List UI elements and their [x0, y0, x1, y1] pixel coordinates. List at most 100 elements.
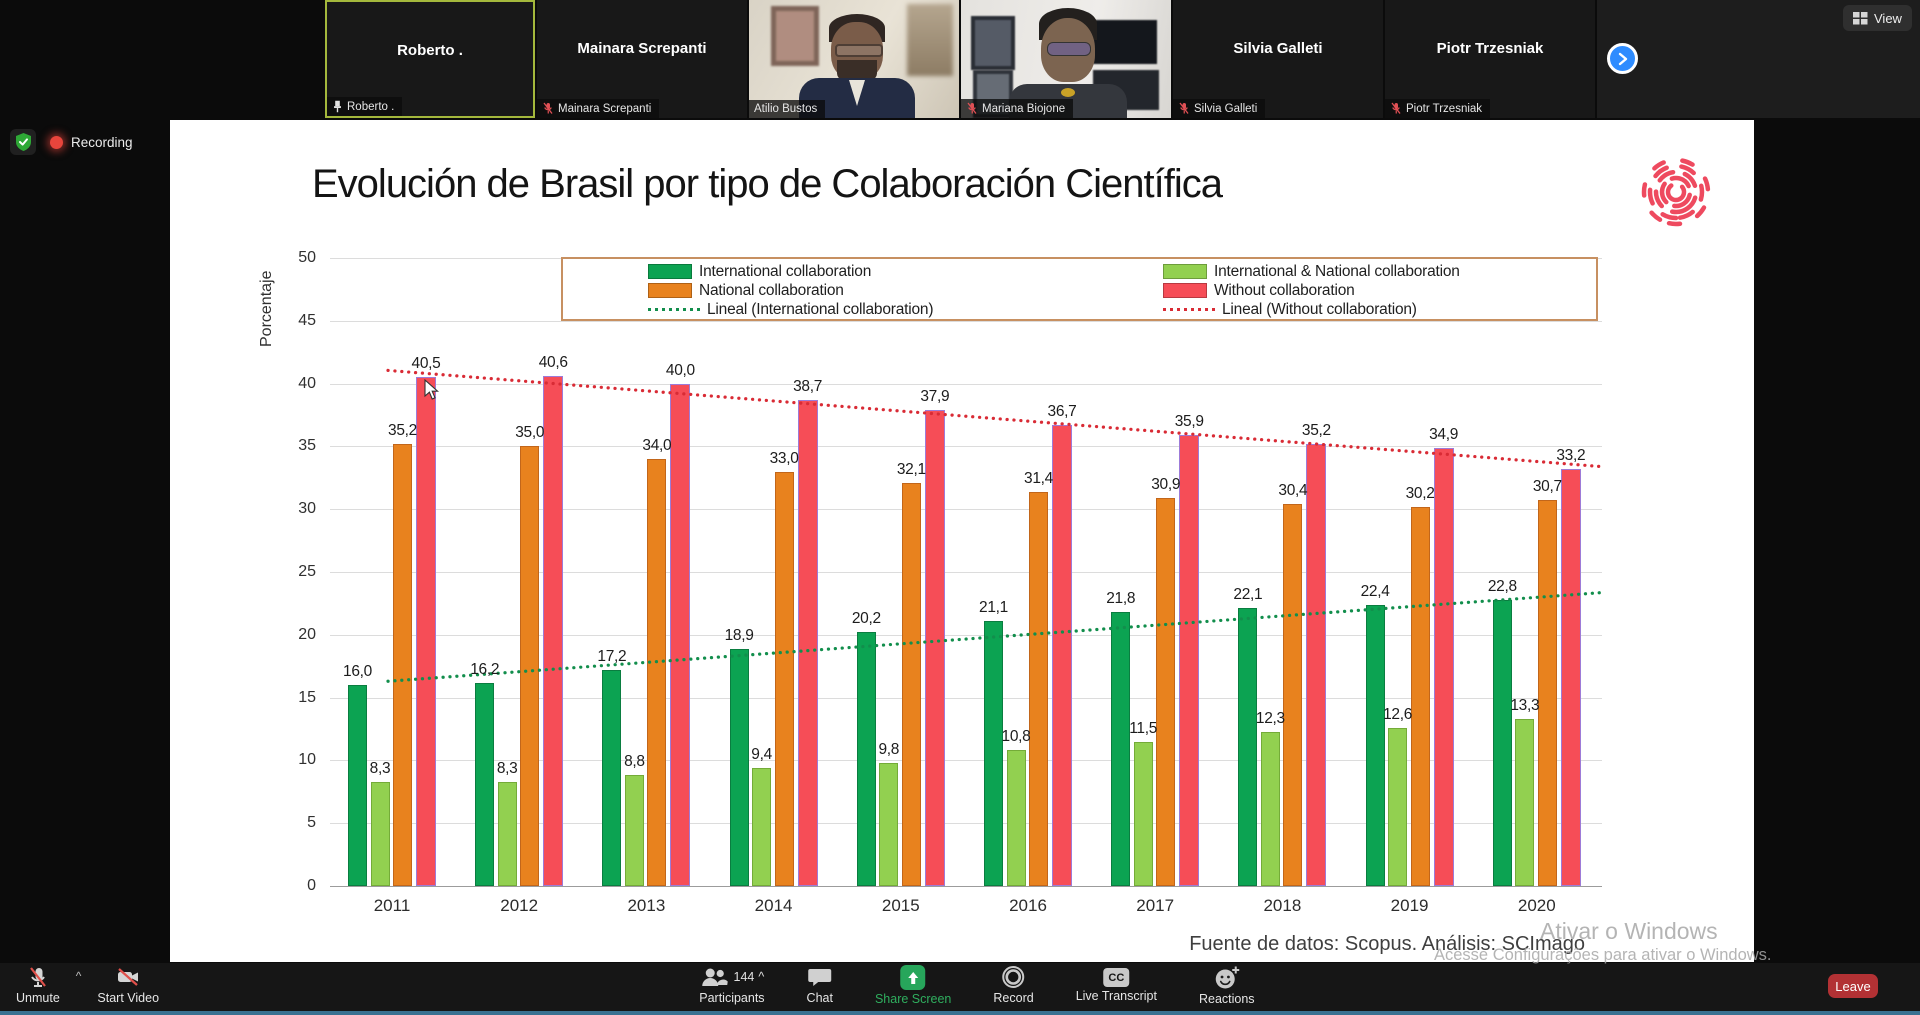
participant-name-badge: Mainara Screpanti: [537, 99, 660, 118]
participant-tile[interactable]: Mainara Screpanti Mainara Screpanti: [537, 0, 747, 118]
participant-badge-label: Roberto .: [347, 100, 395, 113]
chart-bar: [370, 781, 390, 886]
chat-button[interactable]: Chat: [803, 963, 837, 1005]
chart-bar: [879, 762, 899, 886]
legend-entry: Lineal (International collaboration): [648, 300, 934, 319]
chart-bar: [901, 482, 921, 886]
bar-value-label: 12,6: [1383, 705, 1413, 723]
bar-value-label: 30,4: [1278, 482, 1308, 500]
chart-bar: [497, 781, 517, 886]
legend-swatch: [648, 264, 692, 279]
security-shield-icon[interactable]: [10, 129, 36, 155]
participant-tile[interactable]: Roberto . Roberto .: [325, 0, 535, 118]
video-scene-shape: [971, 16, 1015, 70]
mic-muted-icon: [967, 102, 977, 114]
legend-label: National collaboration: [699, 281, 844, 299]
x-axis-tick-label: 2017: [1136, 896, 1175, 915]
bar-value-label: 8,3: [496, 759, 518, 777]
bar-value-label: 30,7: [1532, 478, 1562, 496]
toolbar-left-group: Unmute ^ Start Video: [12, 963, 163, 1011]
video-scene-shape: [1061, 88, 1075, 97]
chart-bar: [856, 632, 876, 886]
chart-bar: [1560, 469, 1581, 886]
unmute-button[interactable]: Unmute: [12, 963, 64, 1005]
gridline: [330, 509, 1602, 511]
share-button[interactable]: Share Screen: [871, 963, 955, 1006]
participants-chevron[interactable]: ^: [758, 970, 765, 984]
bar-value-label: 8,8: [624, 753, 645, 771]
mouse-cursor: [424, 379, 440, 400]
legend-entry: Without collaboration: [1163, 281, 1460, 300]
chevron-right-icon: [1618, 52, 1627, 65]
bar-value-label: 9,4: [751, 745, 772, 763]
legend-entry: International collaboration: [648, 262, 933, 281]
x-axis-tick-label: 2012: [500, 896, 539, 915]
cc-button[interactable]: CC Live Transcript: [1072, 963, 1161, 1003]
start-video-button[interactable]: Start Video: [93, 963, 163, 1005]
participant-tile[interactable]: Mariana Biojone: [961, 0, 1171, 118]
bar-value-label: 30,2: [1405, 484, 1435, 502]
legend-entry: International & National collaboration: [1163, 262, 1460, 281]
taskbar-edge: [0, 1011, 1920, 1015]
chart-bar: [647, 458, 667, 886]
view-button[interactable]: View: [1843, 5, 1912, 31]
scimago-logo-icon: [1641, 157, 1711, 227]
legend-label: International & National collaboration: [1214, 262, 1460, 280]
legend-column: International collaboration National coll…: [648, 262, 934, 319]
y-axis-tick-label: 20: [298, 625, 316, 643]
share-label: Share Screen: [874, 992, 952, 1006]
windows-activation-watermark: Ativar o Windows: [1540, 918, 1718, 944]
next-participants-button[interactable]: [1607, 43, 1638, 74]
participant-tile[interactable]: Atilio Bustos: [749, 0, 959, 118]
toolbar-center-group: 144 ^ Participants Chat Share Screen Record CC…: [695, 963, 1258, 1011]
chart-bar: [797, 399, 818, 886]
chart-bar: [1365, 604, 1385, 886]
audio-options-chevron[interactable]: ^: [74, 963, 84, 989]
chart-bar: [1283, 504, 1303, 886]
legend-entry: Lineal (Without collaboration): [1163, 300, 1460, 319]
bar-value-label: 35,2: [1301, 421, 1331, 439]
y-axis-tick-label: 10: [298, 751, 316, 769]
x-axis-tick-label: 2011: [373, 896, 411, 915]
chart-bar: [1260, 731, 1280, 886]
chart-bar: [520, 446, 540, 886]
chart-bar: [1492, 599, 1512, 886]
x-axis-tick-label: 2015: [881, 896, 920, 915]
participant-name-badge: Atilio Bustos: [749, 100, 826, 118]
participant-name: Piotr Trzesniak: [1436, 40, 1544, 57]
chart-bar: [1433, 447, 1454, 886]
bar-value-label: 35,2: [388, 421, 417, 439]
chart-bar: [624, 775, 644, 886]
gridline: [330, 760, 1602, 762]
participant-badge-label: Mainara Screpanti: [558, 102, 652, 115]
leave-button[interactable]: Leave: [1828, 974, 1878, 998]
chart-bar: [1537, 500, 1557, 886]
video-scene-shape: [835, 44, 883, 57]
chart-bar: [1306, 443, 1327, 886]
participant-tile[interactable]: Piotr Trzesniak Piotr Trzesniak: [1385, 0, 1595, 118]
chart-bar: [1006, 750, 1026, 886]
video-scene-shape: [1093, 20, 1157, 64]
record-button[interactable]: Record: [989, 963, 1037, 1005]
chart-bar: [752, 767, 772, 886]
bar-value-label: 31,4: [1024, 469, 1053, 487]
participant-badge-label: Piotr Trzesniak: [1406, 102, 1483, 115]
trendline: [386, 368, 1602, 469]
x-axis-tick-label: 2019: [1390, 896, 1429, 915]
chart-bar: [475, 682, 495, 886]
legend-label: Lineal (International collaboration): [707, 300, 934, 318]
bar-value-label: 33,2: [1556, 447, 1586, 464]
shared-screen-slide: Evolución de Brasil por tipo de Colabora…: [170, 120, 1754, 962]
legend-entry: National collaboration: [648, 281, 933, 300]
gridline: [330, 572, 1602, 573]
bar-value-label: 33,0: [769, 449, 799, 467]
participant-tile[interactable]: Silvia Galleti Silvia Galleti: [1173, 0, 1383, 118]
reactions-button[interactable]: Reactions: [1195, 963, 1259, 1006]
participants-button[interactable]: 144 ^ Participants: [695, 963, 768, 1005]
legend-column: International & National collaboration Wi…: [1163, 262, 1460, 319]
mic-muted-icon: [1179, 102, 1189, 114]
chart-legend: International collaboration National coll…: [561, 257, 1598, 321]
unmute-label: Unmute: [16, 991, 60, 1005]
bar-value-label: 34,0: [642, 436, 672, 454]
